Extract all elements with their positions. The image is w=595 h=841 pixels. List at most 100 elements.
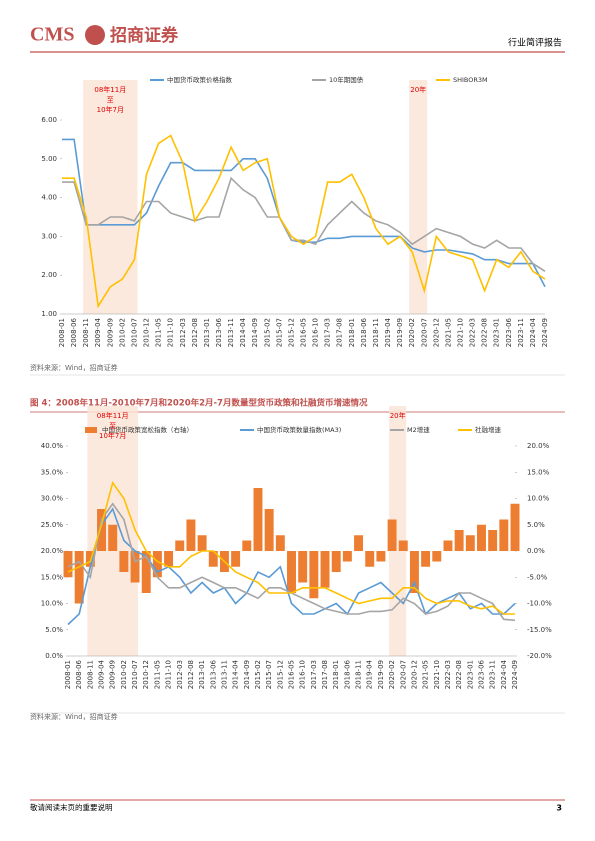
x-tick-label: 2017-03	[310, 660, 318, 689]
y-tick-label: 35.0%	[41, 468, 64, 476]
x-tick-label: 2013-01	[203, 318, 211, 347]
legend-label: 中国货币政策数量指数(MA3)	[257, 425, 341, 434]
x-tick-label: 2018-06	[360, 317, 368, 347]
bar	[141, 551, 151, 593]
logo-icon	[85, 25, 105, 45]
x-tick-label: 2015-07	[265, 660, 273, 689]
annotation: 08年11月	[97, 411, 129, 420]
bar	[253, 488, 263, 551]
y2-tick-label: -5.0%	[527, 573, 548, 581]
y-tick-label: 0.0%	[45, 652, 63, 660]
x-tick-label: 2021-10	[456, 318, 464, 347]
x-tick-label: 2010-02	[120, 660, 128, 689]
bar	[443, 540, 453, 551]
x-tick-label: 2023-06	[505, 317, 513, 347]
annotation: 10年7月	[97, 105, 124, 114]
x-tick-label: 2016-05	[288, 660, 296, 689]
bar	[63, 551, 73, 578]
x-tick-label: 2013-01	[198, 660, 206, 689]
x-tick-label: 2018-01	[332, 660, 340, 689]
y-tick-label: 10.0%	[41, 600, 64, 608]
x-tick-label: 2024-09	[511, 660, 519, 689]
line-series	[62, 134, 546, 309]
page-number: 3	[556, 804, 562, 813]
bar	[510, 503, 520, 551]
x-tick-label: 2008-06	[75, 659, 83, 689]
bar	[186, 519, 196, 551]
bar	[432, 551, 442, 562]
x-tick-label: 2015-02	[254, 660, 262, 689]
x-tick-label: 2020-02	[408, 318, 416, 347]
x-tick-label: 2018-01	[348, 318, 356, 347]
bar	[354, 535, 364, 551]
x-tick-label: 2024-09	[541, 318, 549, 347]
x-tick-label: 2008-01	[64, 660, 72, 689]
x-tick-label: 2017-08	[336, 318, 344, 347]
y2-tick-label: -20.0%	[527, 652, 552, 660]
x-tick-label: 2009-04	[98, 659, 106, 689]
x-tick-label: 2010-12	[142, 660, 150, 689]
x-tick-label: 2020-12	[432, 318, 440, 347]
bar	[309, 551, 319, 599]
x-tick-label: 2019-09	[377, 660, 385, 689]
y2-tick-label: 5.0%	[527, 521, 545, 529]
bar	[197, 535, 207, 551]
y-tick-label: 4.00	[41, 194, 57, 202]
brand: 招商证券	[110, 25, 179, 46]
y2-tick-label: 15.0%	[527, 468, 550, 476]
x-tick-label: 2022-03	[444, 660, 452, 689]
x-tick-label: 2015-12	[276, 660, 284, 689]
x-tick-label: 2011-05	[153, 660, 161, 689]
highlight-band	[409, 80, 428, 314]
bar	[320, 551, 330, 588]
y2-tick-label: 0.0%	[527, 547, 545, 555]
x-tick-label: 2023-01	[466, 660, 474, 689]
bar	[74, 551, 84, 604]
chart-title: 图 4：2008年11月-2010年7月和2020年2月-7月数量型货币政策和社…	[30, 398, 368, 409]
bar	[499, 519, 509, 551]
x-tick-label: 2013-11	[220, 660, 228, 689]
annotation: 08年11月	[94, 85, 126, 94]
bar	[208, 551, 218, 567]
annotation: 至	[107, 96, 114, 104]
bar	[175, 540, 185, 551]
y-tick-label: 25.0%	[41, 521, 64, 529]
y-tick-label: 40.0%	[41, 442, 64, 450]
footer-note: 敬请阅读末页的重要说明	[30, 802, 113, 812]
bar	[421, 551, 431, 567]
annotation: 20年	[390, 411, 406, 420]
x-tick-label: 2019-04	[366, 659, 374, 689]
x-tick-label: 2020-02	[388, 660, 396, 689]
x-tick-label: 2018-11	[372, 318, 380, 347]
x-tick-label: 2016-10	[299, 660, 307, 689]
x-tick-label: 2014-04	[239, 317, 247, 347]
bar	[164, 551, 174, 567]
x-tick-label: 2009-09	[106, 318, 114, 347]
x-tick-label: 2016-10	[312, 318, 320, 347]
x-tick-label: 2019-09	[396, 318, 404, 347]
source-note: 资料来源：Wind，招商证券	[30, 712, 118, 721]
line-series	[67, 507, 516, 626]
x-tick-label: 2010-07	[131, 660, 139, 689]
y-tick-label: 15.0%	[41, 573, 64, 581]
legend-swatch	[85, 427, 97, 433]
bar	[387, 519, 397, 551]
x-tick-label: 2016-05	[300, 318, 308, 347]
x-tick-label: 2012-03	[179, 318, 187, 347]
bar	[342, 551, 352, 562]
x-tick-label: 2014-09	[251, 318, 259, 347]
bar	[477, 524, 486, 551]
report-type: 行业简评报告	[508, 37, 562, 49]
y2-tick-label: -15.0%	[527, 626, 552, 634]
x-tick-label: 2009-09	[109, 660, 117, 689]
x-tick-label: 2011-10	[167, 318, 175, 347]
logo: CMS	[30, 24, 74, 46]
bar	[264, 509, 274, 551]
x-tick-label: 2008-06	[70, 317, 78, 347]
x-tick-label: 2011-05	[155, 318, 163, 347]
x-tick-label: 2022-08	[481, 318, 489, 347]
x-tick-label: 2009-04	[94, 317, 102, 347]
bar	[242, 540, 252, 551]
bar	[465, 535, 475, 551]
